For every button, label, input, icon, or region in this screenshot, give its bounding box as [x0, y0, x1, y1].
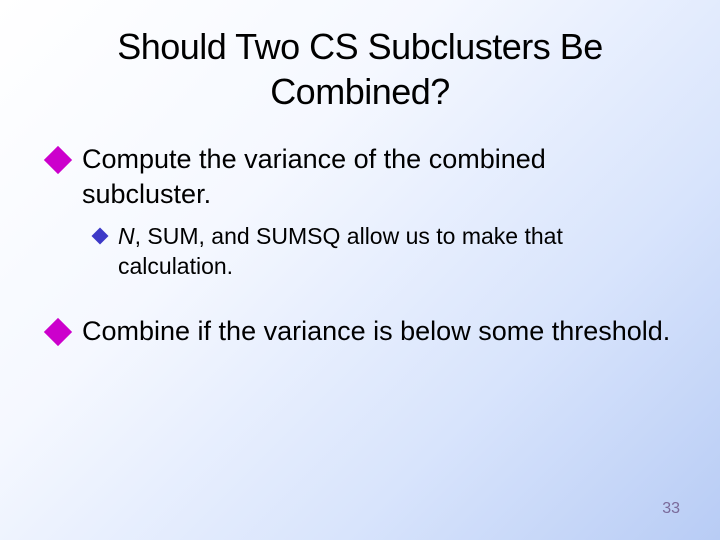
italic-text: N — [118, 223, 135, 249]
diamond-icon — [92, 228, 109, 245]
diamond-icon — [44, 318, 72, 346]
bullet-text-rest: , SUM, and SUMSQ allow us to make that c… — [118, 223, 563, 279]
spacer — [46, 300, 680, 314]
bullet-level1: Combine if the variance is below some th… — [46, 314, 680, 349]
bullet-text: Compute the variance of the combined sub… — [82, 142, 680, 212]
bullet-text: Combine if the variance is below some th… — [82, 314, 670, 349]
bullet-level1: Compute the variance of the combined sub… — [46, 142, 680, 212]
slide-content: Compute the variance of the combined sub… — [40, 142, 680, 349]
page-number: 33 — [662, 500, 680, 518]
bullet-text: N, SUM, and SUMSQ allow us to make that … — [118, 222, 680, 282]
bullet-level2: N, SUM, and SUMSQ allow us to make that … — [92, 222, 680, 282]
diamond-icon — [44, 146, 72, 174]
slide-title: Should Two CS Subclusters Be Combined? — [40, 24, 680, 114]
